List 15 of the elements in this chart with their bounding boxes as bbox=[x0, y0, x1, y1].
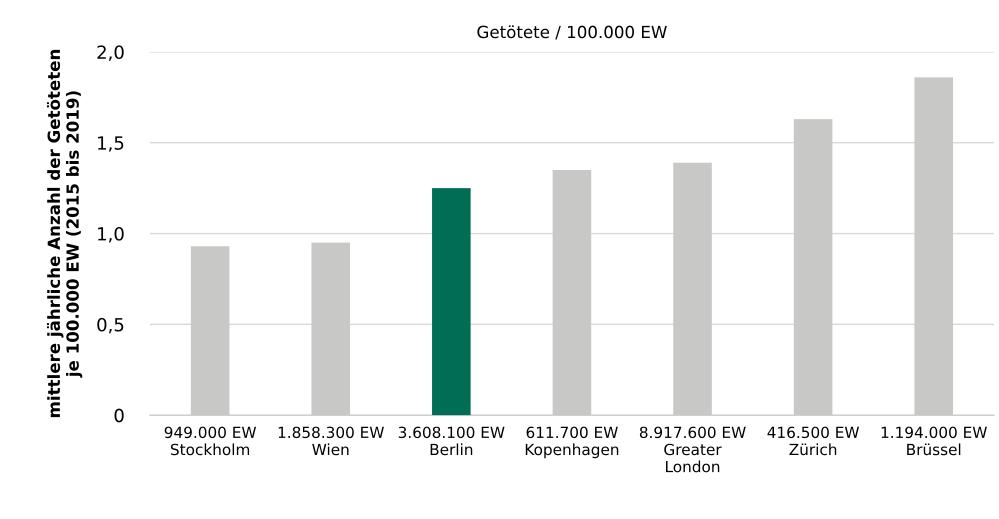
y-tick-label: 0,5 bbox=[97, 318, 124, 334]
bar bbox=[432, 188, 471, 416]
x-tick-label: 1.858.300 EW Wien bbox=[278, 426, 384, 456]
x-tick-label: 1.194.000 EW Brüssel bbox=[882, 426, 987, 456]
y-tick-label: 1,5 bbox=[98, 136, 124, 152]
x-tick-label: 611.700 EW Kopenhagen bbox=[526, 426, 618, 458]
x-tick-label: 416.500 EW Zürich bbox=[767, 426, 860, 456]
y-tick-label: 0 bbox=[114, 408, 124, 422]
y-axis-title: mittlere jährliche Anzahl der Getöteten je 100.000 EW (2015 bis 2019) bbox=[46, 50, 82, 418]
x-tick-label: 949.000 EW Stockholm bbox=[164, 426, 256, 456]
y-tick-label: 2,0 bbox=[97, 45, 124, 61]
x-tick-label: 8.917.600 EW Greater London bbox=[640, 426, 746, 472]
x-tick-label: 3.608.100 EW Berlin bbox=[398, 426, 505, 456]
y-tick-label: 1,0 bbox=[98, 227, 124, 243]
chart-title: Getötete / 100.000 EW bbox=[477, 25, 667, 40]
